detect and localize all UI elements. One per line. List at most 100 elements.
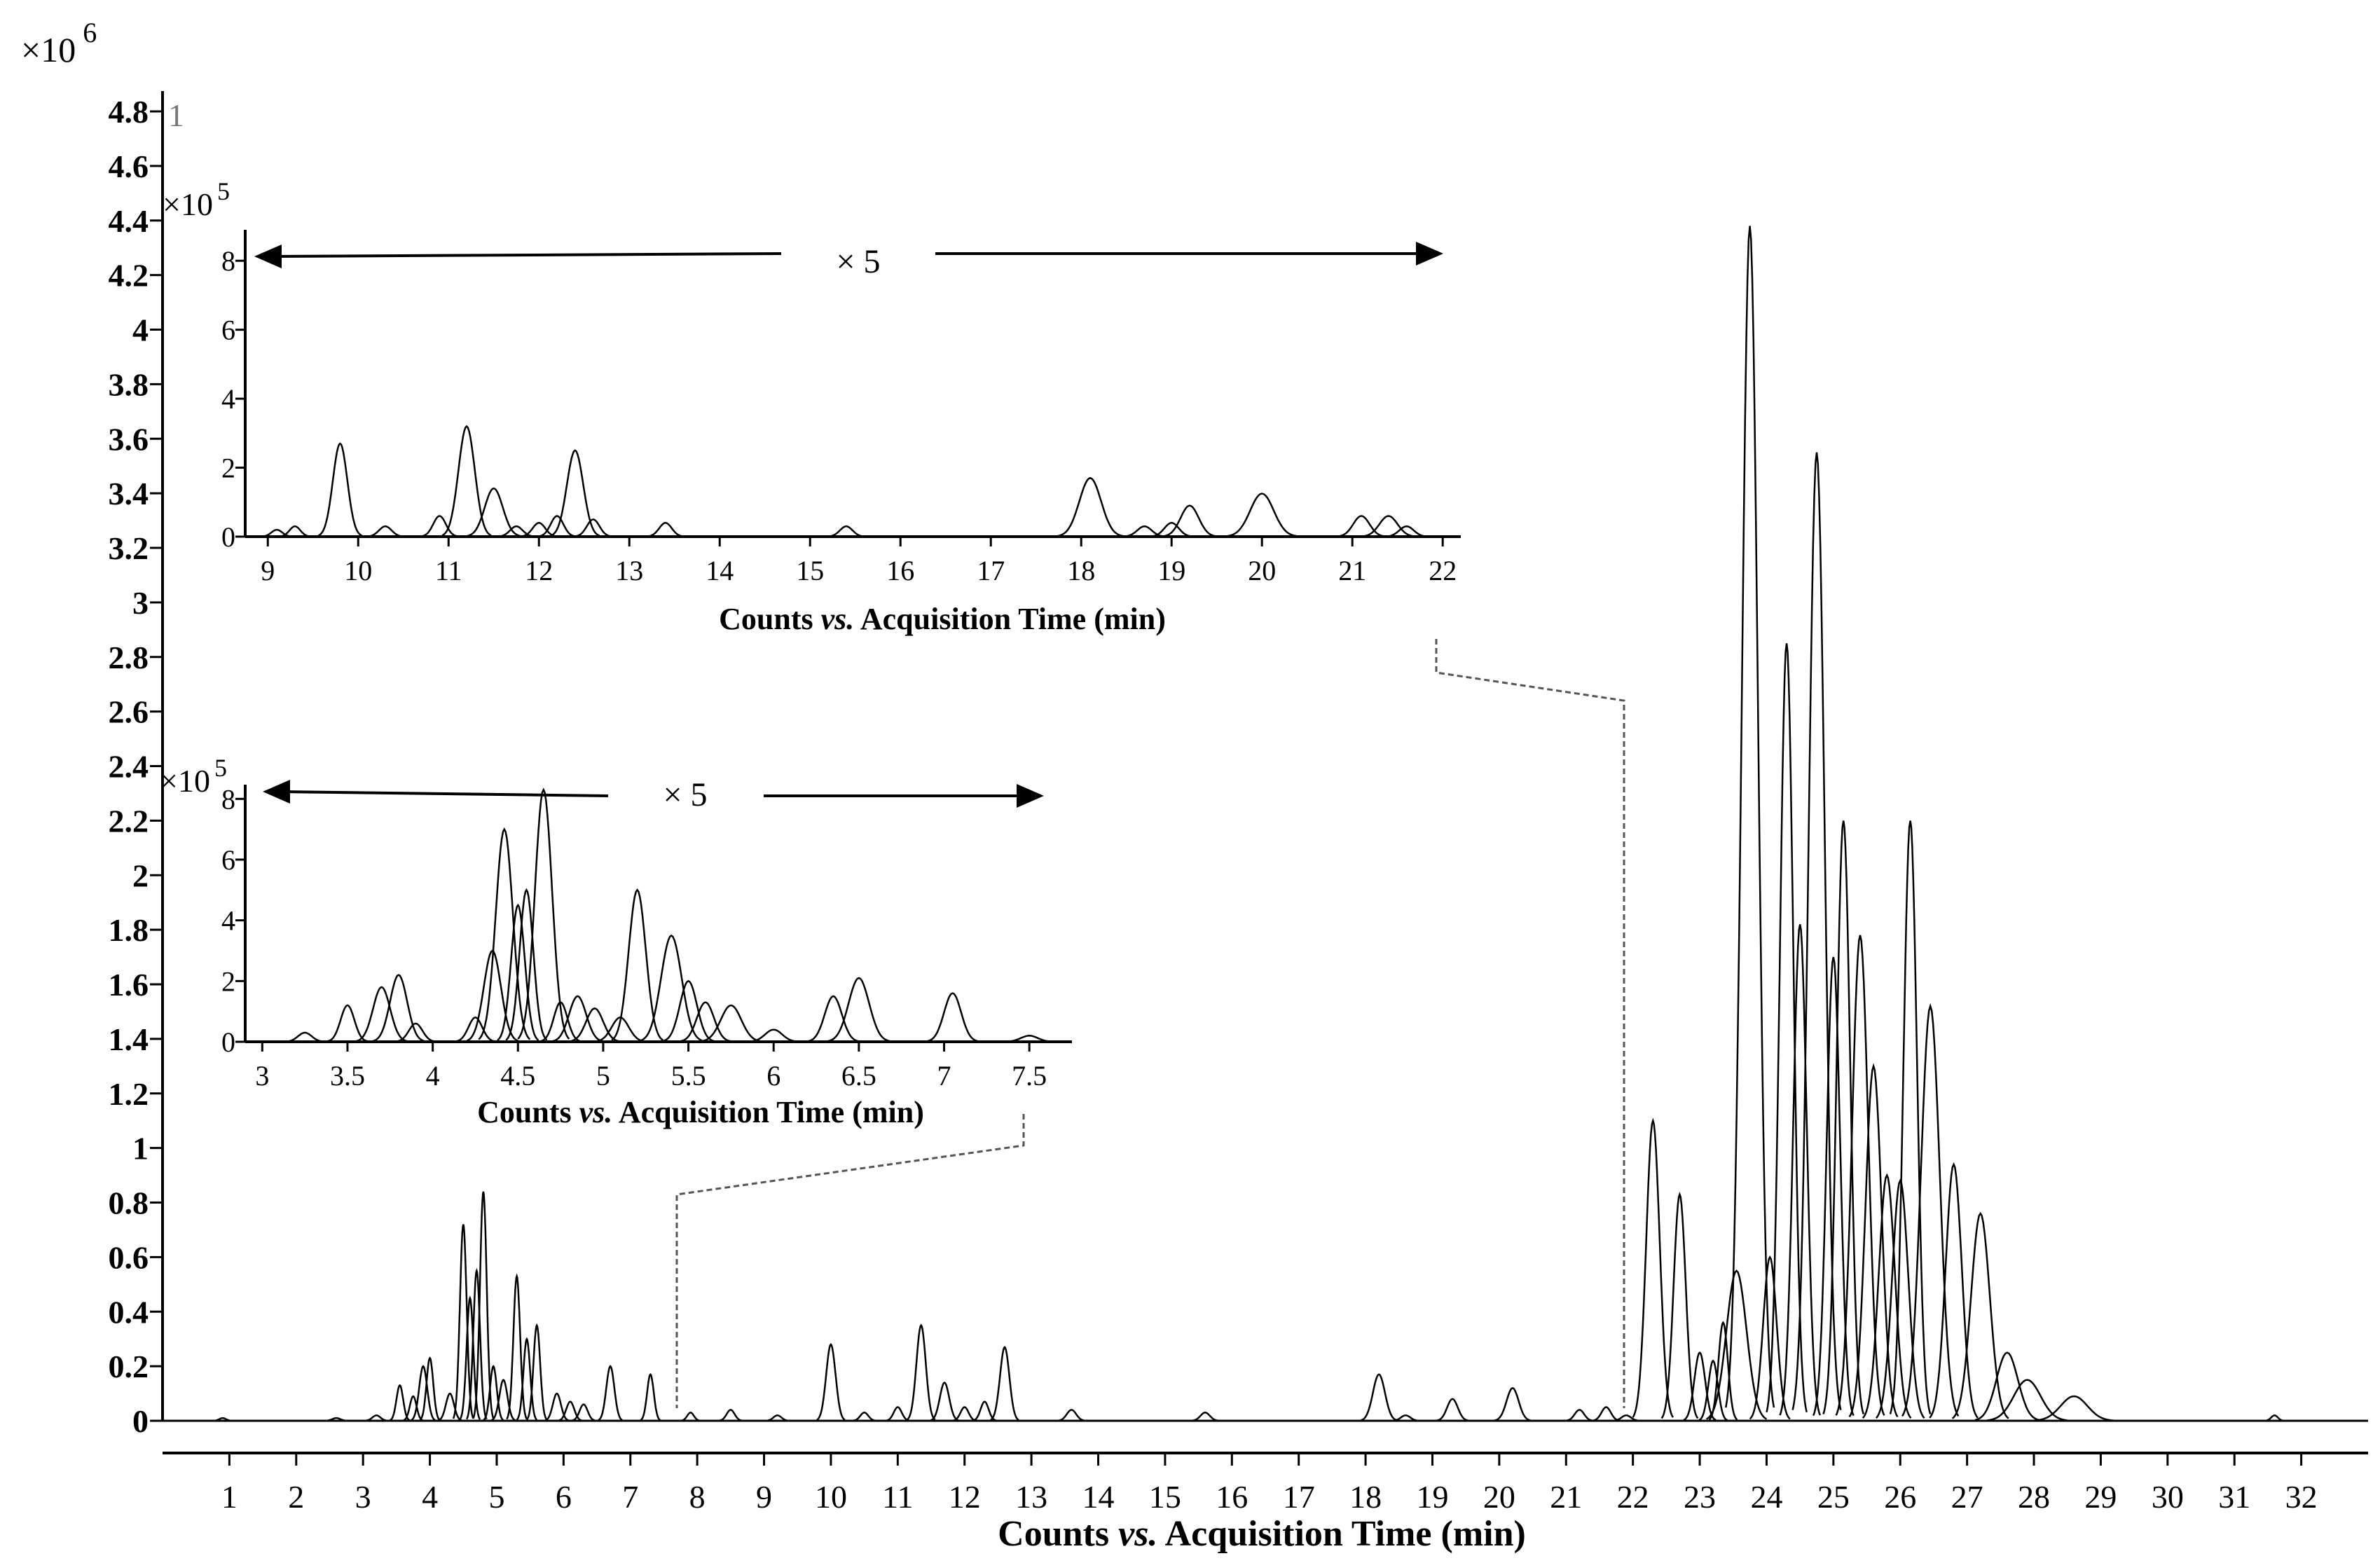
inset-bottom-peak-trace <box>640 934 703 1042</box>
main-peak-trace <box>1725 226 1775 1408</box>
main-peak-trace <box>1632 1117 1674 1418</box>
inset-top-peak-trace <box>317 442 362 537</box>
main-peak-trace <box>886 1406 910 1422</box>
main-peak-trace <box>852 1412 876 1422</box>
main-y-tick-label: 2 <box>132 858 149 893</box>
inset-bottom-x-tick-label: 6 <box>766 1060 780 1092</box>
inset-top-y-tick-label: 4 <box>221 383 235 415</box>
main-peak-trace <box>1791 452 1842 1410</box>
inset-bottom-peak-trace <box>680 1001 731 1042</box>
main-peak-trace <box>680 1412 701 1422</box>
main-y-tick-label: 4.4 <box>109 203 149 239</box>
inset-bottom-multiplier: × 5 <box>663 776 707 813</box>
main-x-tick-label: 26 <box>1884 1479 1916 1515</box>
main-x-tick-label: 13 <box>1015 1479 1047 1515</box>
inset-top-x-tick-label: 19 <box>1157 555 1185 586</box>
inset-bottom-peak-trace <box>539 1001 582 1042</box>
inset-bottom-scale-label: ×10 5 <box>160 754 227 799</box>
main-peak-trace <box>1683 1351 1717 1421</box>
inset-top-peak-trace <box>466 487 521 537</box>
main-x-axis-label: Counts vs. Acquisition Time (min) <box>998 1514 1526 1554</box>
inset-bottom-peak-trace <box>497 903 539 1041</box>
main-peak-trace <box>1361 1373 1398 1421</box>
main-x-tick-label: 15 <box>1149 1479 1181 1515</box>
main-y-tick-label: 3.4 <box>109 476 149 511</box>
main-peak-trace <box>1698 1359 1728 1421</box>
inset-bottom-x-tick-label: 3 <box>255 1060 269 1092</box>
main-x-tick-label: 28 <box>2018 1479 2050 1515</box>
main-x-tick-label: 18 <box>1349 1479 1382 1515</box>
main-x-tick-label: 22 <box>1617 1479 1649 1515</box>
inset-bottom-arrow-left-shaft <box>280 790 609 797</box>
main-y-tick-label: 2.2 <box>109 803 149 839</box>
main-y-tick-label: 1.8 <box>109 912 149 948</box>
main-chart: 1 2 3 4 5 6 7 8 9 10 11 12 13 14 15 16 17 18 19 20 21 22 23 24 2… <box>21 17 2368 1554</box>
inset-bottom-x-tick-label: 6.5 <box>841 1060 876 1092</box>
inset-bottom-peak-trace <box>551 995 604 1042</box>
main-peak-trace <box>403 1395 424 1421</box>
main-y-tick-label: 1 <box>132 1131 149 1166</box>
main-peak-trace <box>459 1295 481 1420</box>
main-y-tick-label: 3.2 <box>109 530 149 566</box>
main-x-tick-label: 11 <box>882 1479 913 1515</box>
main-y-tick-label: 2.8 <box>109 640 149 675</box>
main-peak-trace <box>816 1343 846 1421</box>
main-peak-trace <box>1889 820 1932 1414</box>
main-traces <box>163 226 2368 1422</box>
inset-bottom-x-tick-label: 3.5 <box>330 1060 365 1092</box>
inset-bottom-y-tick-label: 6 <box>221 844 235 876</box>
inset-top-x-tick-label: 13 <box>615 555 643 586</box>
inset-top-x-tick-label: 9 <box>261 555 275 586</box>
main-peak-trace <box>419 1356 441 1421</box>
inset-top-x-ticks: 9 10 11 12 13 14 15 16 17 18 19 20 21 22 <box>261 537 1457 586</box>
main-x-tick-label: 20 <box>1483 1479 1515 1515</box>
inset-bottom-arrow-left-head <box>263 779 290 804</box>
inset-top-peak-trace <box>1226 493 1298 537</box>
main-peak-trace <box>516 1337 538 1421</box>
main-peak-trace <box>1436 1398 1469 1421</box>
inset-top-background <box>240 223 1463 544</box>
main-peak-trace <box>437 1392 462 1421</box>
inset-top-peak-trace <box>537 515 577 537</box>
main-x-tick-label: 30 <box>2152 1479 2184 1515</box>
inset-top-x-tick-label: 18 <box>1067 555 1095 586</box>
main-peak-trace <box>1951 1211 2009 1419</box>
main-peak-trace <box>1901 1003 1960 1417</box>
inset-bottom-peak-trace <box>569 1007 621 1042</box>
main-x-tick-label: 10 <box>815 1479 847 1515</box>
main-y-ticks: 0 0.2 0.4 0.6 0.8 1 1.2 1.4 1.6 1.8 2 2.2 2.4 2.6 2.8 3… <box>109 94 163 1439</box>
main-x-tick-label: 5 <box>488 1479 504 1515</box>
inset-top-x-tick-label: 14 <box>706 555 734 586</box>
main-x-tick-label: 29 <box>2084 1479 2117 1515</box>
main-peak-trace <box>483 1365 504 1421</box>
inset-bottom-peak-trace <box>326 1004 369 1042</box>
main-x-tick-label: 27 <box>1951 1479 1983 1515</box>
inset-bottom-y-ticks: 0 2 4 6 8 <box>221 783 245 1058</box>
inset-connectors <box>675 639 1625 1408</box>
inset-top-peak-trace <box>574 518 612 537</box>
inset-bottom-arrow-right-head <box>1017 783 1044 808</box>
inset-top-scale-label: ×10 5 <box>163 177 230 222</box>
inset-top-x-axis-label: Counts vs. Acquisition Time (min) <box>719 602 1166 636</box>
inset-bottom-x-ticks: 3 3.5 4 4.5 5 5.5 6 6.5 7 7.5 <box>255 1042 1047 1092</box>
inset-top-x-tick-label: 21 <box>1338 555 1366 586</box>
inset-top-x-tick-label: 20 <box>1248 555 1276 586</box>
inset-bottom-x-tick-label: 5.5 <box>671 1060 706 1092</box>
inset-top-x-tick-label: 15 <box>796 555 824 586</box>
inset-top-multiplier: × 5 <box>836 243 880 280</box>
main-y-tick-label: 2.4 <box>109 749 149 785</box>
main-peak-trace <box>1592 1406 1621 1422</box>
main-peak-trace <box>1822 820 1865 1414</box>
main-peak-trace <box>1494 1386 1531 1421</box>
main-y-tick-label: 1.2 <box>109 1076 149 1112</box>
main-x-tick-label: 1 <box>221 1479 238 1515</box>
main-peak-trace <box>990 1346 1019 1421</box>
inset-bottom-x-tick-label: 4.5 <box>500 1060 535 1092</box>
inset-top-peak-trace <box>646 522 685 538</box>
main-y-tick-label: 4.2 <box>109 258 149 294</box>
main-x-tick-label: 19 <box>1416 1479 1448 1515</box>
inset-bottom-peak-trace <box>700 1004 762 1042</box>
main-peak-trace <box>506 1273 528 1420</box>
inset-bottom-peak-trace <box>505 888 548 1041</box>
